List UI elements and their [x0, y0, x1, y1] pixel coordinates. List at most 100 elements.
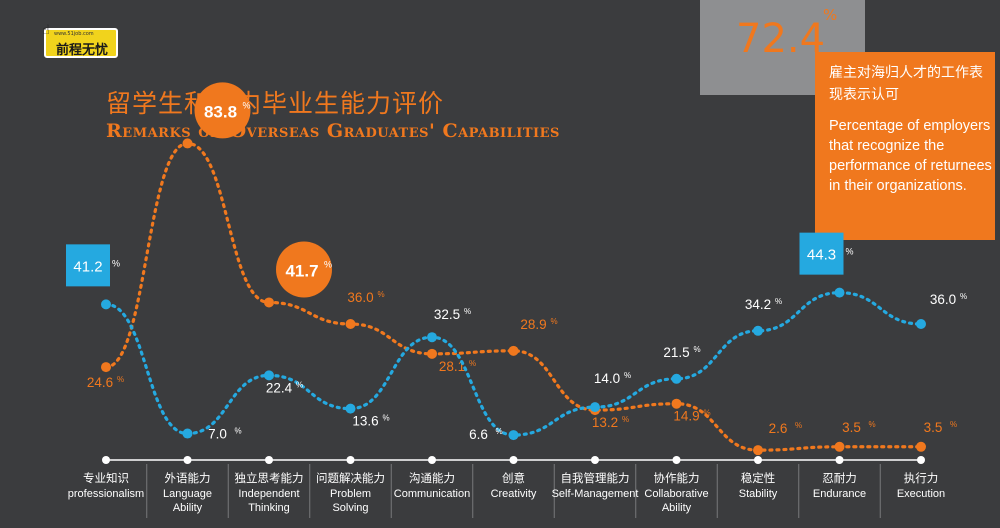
x-tick-label-en: Ability [173, 502, 203, 514]
data-point [427, 332, 437, 343]
data-label: 21.5 [663, 345, 689, 360]
data-point [345, 319, 356, 329]
data-label-unit: % [795, 421, 802, 430]
logo: ☝ www.51job.com 前程无忧 [42, 23, 118, 58]
data-label-unit: % [324, 259, 332, 269]
x-tick-label-cn: 外语能力 [165, 471, 211, 485]
data-label: 36.0 [347, 290, 373, 305]
data-label: 3.5 [842, 420, 861, 435]
data-point [834, 287, 845, 298]
data-label-unit: % [378, 290, 385, 299]
data-point [101, 362, 111, 373]
data-point [182, 138, 193, 149]
x-tick-label-cn: 专业知识 [83, 471, 129, 485]
data-label: 3.5 [924, 420, 943, 435]
data-label-unit: % [112, 258, 120, 268]
x-tick-label-en: Thinking [248, 502, 290, 514]
x-tick-label-en: Creativity [491, 488, 537, 500]
x-tick-label-cn: 自我管理能力 [561, 471, 630, 485]
data-point [508, 345, 519, 356]
logo-url: www.51job.com [54, 31, 94, 37]
data-label: 41.7 [285, 261, 318, 280]
data-label-unit: % [622, 415, 629, 424]
data-label-unit: % [960, 292, 967, 301]
data-point [345, 403, 356, 414]
x-tick-label-cn: 独立思考能力 [235, 471, 304, 485]
series-line-1 [104, 291, 923, 437]
x-tick-label-en: Endurance [813, 488, 866, 500]
x-axis-dot [835, 456, 844, 464]
data-label-unit: % [775, 297, 782, 306]
data-label-unit: % [624, 371, 631, 380]
data-label: 36.0 [930, 292, 956, 307]
x-axis-dot [102, 456, 110, 464]
data-point [753, 325, 763, 336]
x-tick-label-en: professionalism [68, 488, 144, 500]
data-point [590, 402, 600, 413]
x-tick-label-en: Problem [330, 488, 371, 500]
chart-title-cn: 留学生和国内毕业生能力评价 [106, 89, 445, 118]
logo-text: 前程无忧 [56, 43, 109, 58]
data-point [101, 299, 111, 310]
x-axis-dot [265, 456, 273, 464]
x-axis-dot [754, 456, 762, 464]
highlight-box [66, 244, 110, 287]
x-axis-dot [509, 456, 518, 464]
x-tick-label-cn: 沟通能力 [409, 471, 455, 485]
x-tick-label-en: Stability [739, 488, 778, 500]
x-tick-label-cn: 协作能力 [654, 471, 700, 485]
data-label-unit: % [704, 409, 711, 418]
stat-card [815, 52, 995, 240]
data-label-unit: % [496, 427, 503, 436]
data-label: 44.3 [807, 247, 836, 264]
data-label: 28.1 [439, 359, 465, 374]
x-tick-label-en: Execution [897, 488, 945, 500]
data-label: 41.2 [73, 258, 102, 275]
data-label-unit: % [296, 380, 303, 389]
x-tick-label-en: Ability [662, 502, 692, 514]
data-label: 28.9 [520, 317, 546, 332]
highlight-circle [194, 82, 251, 139]
stat-value: 72.4 [736, 16, 826, 62]
data-label-unit: % [846, 247, 854, 257]
data-point [427, 348, 437, 359]
x-tick-label-cn: 稳定性 [741, 471, 776, 485]
x-tick-label-cn: 忍耐力 [822, 471, 857, 485]
data-label-unit: % [117, 375, 124, 384]
x-axis-dot [917, 456, 925, 464]
data-point [264, 370, 274, 381]
data-point [834, 441, 845, 452]
x-axis-dot [183, 456, 192, 464]
x-tick-label-en: Communication [394, 488, 470, 500]
data-label-unit: % [950, 420, 957, 429]
data-point [264, 297, 274, 308]
data-label-unit: % [469, 359, 476, 368]
data-label-unit: % [235, 427, 242, 436]
x-tick-label-en: Collaborative [644, 488, 708, 500]
data-label-unit: % [383, 414, 390, 423]
data-label-unit: % [694, 345, 701, 354]
x-axis-dot [346, 456, 355, 464]
data-point [671, 398, 682, 409]
data-label: 7.0 [208, 427, 227, 442]
data-point [508, 430, 519, 441]
data-label: 34.2 [745, 297, 771, 312]
x-axis-dot [672, 456, 681, 464]
data-point [916, 441, 926, 452]
data-label-unit: % [464, 307, 471, 316]
highlight-circle [276, 241, 332, 298]
data-label-unit: % [243, 100, 251, 110]
data-point [671, 373, 682, 384]
stat-unit: % [823, 6, 838, 24]
series-line-0 [104, 141, 923, 452]
data-label: 14.9 [673, 409, 699, 424]
x-tick-label-en: Self-Management [552, 488, 639, 500]
x-tick-label-en: Language [163, 488, 212, 500]
data-label: 13.2 [592, 415, 618, 430]
x-axis-dot [591, 456, 599, 464]
x-tick-label-en: Solving [332, 502, 368, 514]
data-point [916, 319, 926, 329]
x-tick-label-cn: 问题解决能力 [316, 471, 385, 485]
highlight-box [799, 232, 844, 275]
